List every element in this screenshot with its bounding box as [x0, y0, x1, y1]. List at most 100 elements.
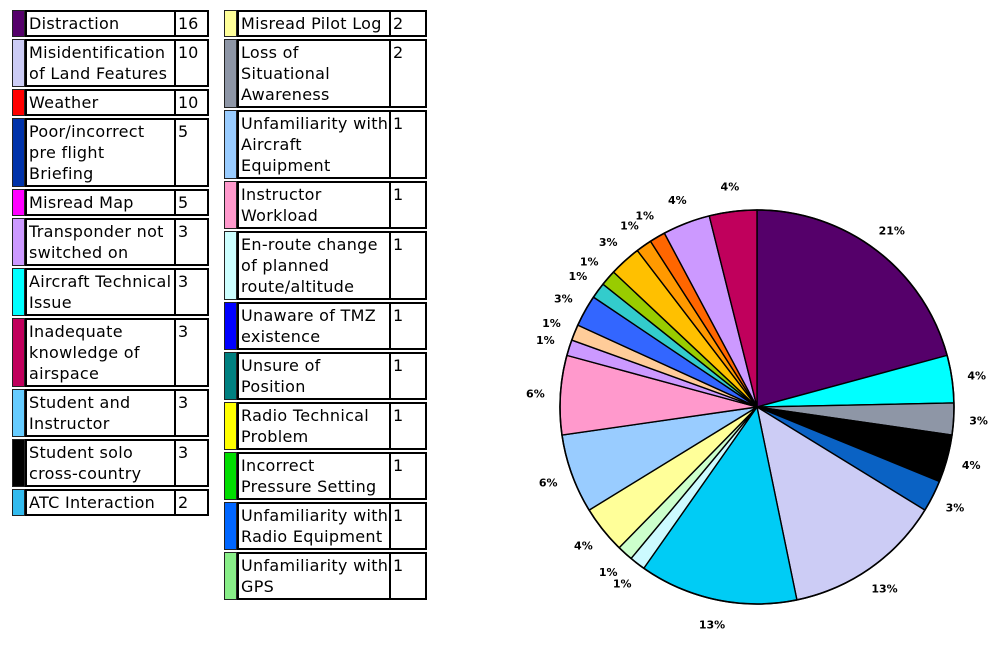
legend-table-left: Distraction 16 Misidentification of Land F…	[12, 8, 209, 518]
legend-value: 1	[391, 502, 427, 550]
legend-value: 1	[391, 110, 427, 179]
legend-label: En-route change of planned route/altitud…	[237, 231, 391, 300]
pie-percent-label: 3%	[599, 236, 618, 249]
pie-percent-label: 4%	[962, 459, 981, 472]
legend-row: Poor/incorrect pre flight Briefing 5	[12, 118, 209, 187]
legend-swatch	[224, 352, 237, 400]
legend-swatch	[224, 110, 237, 179]
legend-row: Misidentification of Land Features 10	[12, 39, 209, 87]
pie-percent-label: 4%	[668, 194, 687, 207]
legend-value: 16	[176, 10, 209, 37]
legend-swatch	[224, 402, 237, 450]
pie-percent-label: 1%	[613, 577, 632, 590]
legend-swatch	[12, 268, 25, 316]
legend-label: ATC Interaction	[25, 489, 176, 516]
legend-swatch	[224, 552, 237, 600]
legend-label: Poor/incorrect pre flight Briefing	[25, 118, 176, 187]
legend-label: Misread Pilot Log	[237, 10, 391, 37]
pie-percent-label: 1%	[569, 270, 588, 283]
pie-percent-label: 1%	[542, 317, 561, 330]
legend-label: Aircraft Technical Issue	[25, 268, 176, 316]
pie-percent-label: 4%	[721, 181, 740, 194]
legend-row: Student solo cross-country 3	[12, 439, 209, 487]
legend-value: 5	[176, 189, 209, 216]
legend-swatch	[224, 302, 237, 350]
legend-label: Instructor Workload	[237, 181, 391, 229]
legend-value: 3	[176, 318, 209, 387]
legend-value: 3	[176, 218, 209, 266]
legend-swatch	[224, 10, 237, 37]
legend-row: Inadequate knowledge of airspace 3	[12, 318, 209, 387]
legend-value: 3	[176, 439, 209, 487]
legend-swatch	[12, 39, 25, 87]
legend-row: Weather 10	[12, 89, 209, 116]
legend-value: 10	[176, 39, 209, 87]
pie-percent-label: 1%	[599, 566, 618, 579]
legend-label: Unaware of TMZ existence	[237, 302, 391, 350]
legend-label: Incorrect Pressure Setting	[237, 452, 391, 500]
legend-value: 10	[176, 89, 209, 116]
legend-value: 3	[176, 389, 209, 437]
legend-label: Unsure of Position	[237, 352, 391, 400]
legend-label: Transponder not switched on	[25, 218, 176, 266]
legend-value: 1	[391, 231, 427, 300]
legend-row: Unfamiliarity with GPS 1	[224, 552, 427, 600]
pie-percent-label: 1%	[620, 219, 639, 232]
legend-swatch	[12, 118, 25, 187]
legend-value: 1	[391, 552, 427, 600]
legend-value: 1	[391, 181, 427, 229]
legend-row: Misread Map 5	[12, 189, 209, 216]
legend-swatch	[224, 452, 237, 500]
pie-percent-label: 3%	[554, 293, 573, 306]
pie-percent-label: 6%	[526, 387, 545, 400]
legend-row: Distraction 16	[12, 10, 209, 37]
pie-percent-label: 6%	[539, 477, 558, 490]
legend-table-right: Misread Pilot Log 2 Loss of Situational Aw…	[224, 8, 427, 602]
pie-percent-label: 13%	[699, 618, 725, 630]
legend-label: Unfamiliarity with Radio Equipment	[237, 502, 391, 550]
legend-row: Student and Instructor 3	[12, 389, 209, 437]
legend-value: 1	[391, 452, 427, 500]
legend-row: Unfamiliarity with Aircraft Equipment 1	[224, 110, 427, 179]
pie-percent-label: 21%	[879, 225, 905, 238]
pie-percent-label: 3%	[946, 501, 965, 514]
legend-value: 2	[391, 39, 427, 108]
legend-value: 2	[391, 10, 427, 37]
legend-row: Unsure of Position 1	[224, 352, 427, 400]
legend-row: En-route change of planned route/altitud…	[224, 231, 427, 300]
legend-value: 1	[391, 352, 427, 400]
legend-swatch	[12, 10, 25, 37]
legend-label: Distraction	[25, 10, 176, 37]
legend-label: Loss of Situational Awareness	[237, 39, 391, 108]
legend-label: Weather	[25, 89, 176, 116]
legend-row: Radio Technical Problem 1	[224, 402, 427, 450]
pie-chart: 21%4%3%4%3%13%13%1%1%4%6%6%1%1%3%1%1%3%1…	[526, 181, 988, 630]
pie-percent-label: 1%	[635, 210, 654, 223]
legend-label: Unfamiliarity with Aircraft Equipment	[237, 110, 391, 179]
pie-percent-label: 4%	[574, 539, 593, 552]
legend-swatch	[12, 489, 25, 516]
legend-label: Misidentification of Land Features	[25, 39, 176, 87]
legend-swatch	[12, 389, 25, 437]
legend-label: Misread Map	[25, 189, 176, 216]
legend-label: Radio Technical Problem	[237, 402, 391, 450]
legend-swatch	[12, 318, 25, 387]
legend-value: 1	[391, 402, 427, 450]
legend-row: Instructor Workload 1	[224, 181, 427, 229]
legend-swatch	[224, 231, 237, 300]
legend-value: 5	[176, 118, 209, 187]
legend-row: Unaware of TMZ existence 1	[224, 302, 427, 350]
legend-swatch	[12, 89, 25, 116]
pie-percent-label: 1%	[536, 334, 555, 347]
legend-label: Student and Instructor	[25, 389, 176, 437]
legend-swatch	[12, 439, 25, 487]
legend-row: Aircraft Technical Issue 3	[12, 268, 209, 316]
legend-swatch	[12, 218, 25, 266]
legend-swatch	[12, 189, 25, 216]
legend-row: Transponder not switched on 3	[12, 218, 209, 266]
legend-label: Student solo cross-country	[25, 439, 176, 487]
legend-value: 2	[176, 489, 209, 516]
legend-row: Incorrect Pressure Setting 1	[224, 452, 427, 500]
legend-row: Misread Pilot Log 2	[224, 10, 427, 37]
legend-label: Unfamiliarity with GPS	[237, 552, 391, 600]
